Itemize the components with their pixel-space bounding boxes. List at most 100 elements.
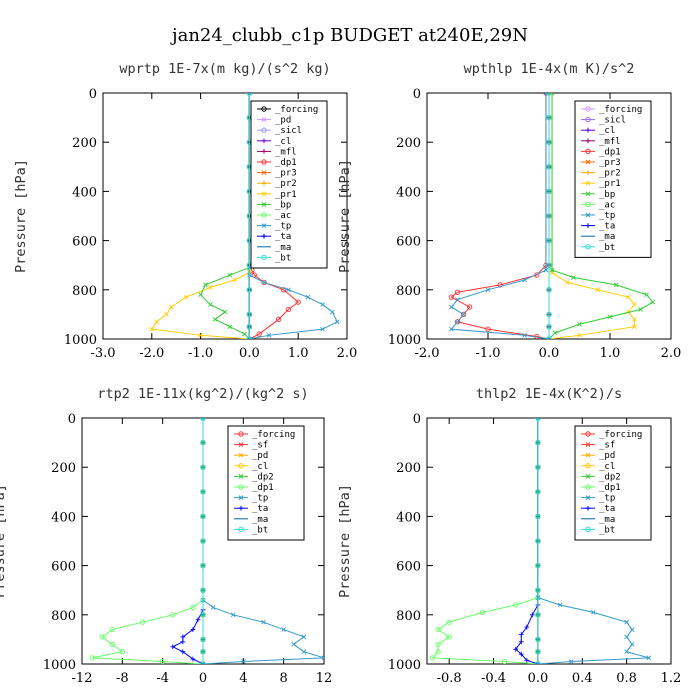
- figure-title: jan24_clubb_c1p BUDGET at240E,29N: [170, 25, 528, 46]
- data-point: [222, 309, 228, 315]
- legend: _forcing_sicl_cl_mfl_dp1_pr3_pr2_pr1_bp_…: [574, 100, 652, 258]
- legend-marker: [238, 452, 244, 458]
- x-tick-label: -1.0: [475, 346, 500, 361]
- legend-marker: [585, 526, 591, 533]
- data-point: [624, 619, 629, 625]
- data-point: [454, 319, 461, 325]
- legend-marker: [261, 117, 267, 122]
- data-point: [529, 612, 535, 618]
- data-point: [169, 304, 174, 310]
- y-tick-label: 0: [89, 87, 97, 102]
- legend-marker: [261, 149, 267, 154]
- legend-marker: [585, 159, 591, 165]
- series-line: [431, 418, 539, 664]
- data-point: [183, 294, 189, 300]
- legend-label: _dp2: [599, 472, 621, 482]
- data-point: [513, 602, 519, 608]
- legend-marker: [585, 201, 591, 208]
- series-line: [537, 418, 649, 664]
- legend-label: _pr1: [599, 179, 621, 189]
- plot-area: [89, 418, 324, 664]
- legend-label: _pr2: [599, 169, 621, 179]
- data-point: [624, 649, 629, 655]
- data-point: [203, 282, 208, 288]
- data-point: [200, 439, 206, 446]
- legend-label: _ma: [599, 515, 615, 525]
- y-tick-label: 400: [72, 185, 97, 200]
- legend-marker: [238, 526, 244, 533]
- y-tick-label: 0: [413, 87, 421, 102]
- data-point: [295, 299, 301, 305]
- legend: _forcing_pd_sicl_cl_mfl_dp1_pr3_pr2_pr1_…: [250, 100, 328, 269]
- legend-marker: [585, 452, 591, 458]
- data-point: [109, 626, 115, 633]
- legend-label: _sicl: [599, 116, 626, 126]
- legend: _forcing_sf_pd_cl_dp2_dp1_tp_ta_ma_bt: [227, 425, 305, 541]
- legend-marker: [585, 148, 591, 155]
- legend-label: _ta: [599, 222, 615, 232]
- chart-panel-1: wprtp 1E-7x(m kg)/(s^2 kg) Pressure [hPa]…: [13, 61, 357, 361]
- legend-label: _pr2: [275, 179, 297, 189]
- series-line: [199, 93, 250, 339]
- legend-label: _bt: [252, 525, 268, 535]
- y-tick-label: 600: [396, 560, 421, 575]
- x-tick-label: 2.0: [661, 346, 682, 361]
- data-point: [198, 292, 203, 298]
- panel-title: wprtp 1E-7x(m kg)/(s^2 kg): [119, 61, 330, 77]
- data-point: [535, 661, 541, 664]
- legend-marker: [585, 223, 591, 228]
- data-point: [446, 634, 452, 640]
- data-point: [119, 649, 125, 655]
- legend-label: _ma: [275, 243, 291, 253]
- data-point: [261, 619, 266, 625]
- legend-label: _dp1: [599, 483, 621, 493]
- data-point: [200, 418, 206, 421]
- data-point: [638, 307, 643, 312]
- legend-label: _cl: [252, 462, 268, 472]
- legend-marker: [261, 180, 267, 186]
- data-point: [607, 314, 613, 320]
- data-point: [501, 658, 508, 664]
- legend-marker: [261, 170, 267, 175]
- data-point: [546, 93, 552, 96]
- legend-label: _mfl: [275, 147, 297, 157]
- data-point: [629, 642, 635, 647]
- panel-title: wpthlp 1E-4x(m K)/s^2: [464, 61, 635, 77]
- legend-marker: [585, 106, 591, 112]
- legend-marker: [261, 212, 267, 218]
- legend-label: _pr3: [275, 169, 297, 179]
- x-tick-label: -2.0: [414, 346, 439, 361]
- data-point: [568, 659, 574, 664]
- legend-marker: [261, 202, 267, 207]
- data-point: [522, 277, 527, 283]
- data-point: [513, 646, 519, 652]
- legend-label: _sicl: [275, 126, 302, 136]
- legend-label: _ta: [252, 504, 268, 514]
- y-axis-label: Pressure [hPa]: [337, 159, 353, 273]
- x-tick-label: -12: [72, 671, 93, 686]
- y-tick-label: 400: [51, 510, 76, 525]
- data-point: [435, 641, 441, 647]
- data-point: [535, 418, 541, 421]
- data-point: [455, 319, 460, 325]
- y-tick-label: 200: [396, 136, 421, 151]
- data-point: [232, 277, 238, 283]
- legend-marker: [585, 442, 591, 447]
- data-point: [200, 513, 206, 520]
- data-point: [564, 280, 570, 285]
- data-point: [276, 316, 282, 322]
- legend-label: _pd: [599, 451, 615, 461]
- data-point: [535, 562, 541, 569]
- x-tick-label: 0: [199, 671, 207, 686]
- legend-marker: [585, 127, 591, 133]
- data-point: [280, 287, 287, 293]
- data-point: [552, 330, 558, 336]
- legend-marker: [238, 484, 244, 490]
- data-point: [285, 306, 292, 313]
- data-point: [200, 489, 206, 495]
- data-point: [190, 627, 196, 632]
- panel-title: thlp2 1E-4x(K^2)/s: [476, 386, 622, 402]
- y-tick-label: 800: [51, 609, 76, 624]
- data-point: [549, 267, 555, 273]
